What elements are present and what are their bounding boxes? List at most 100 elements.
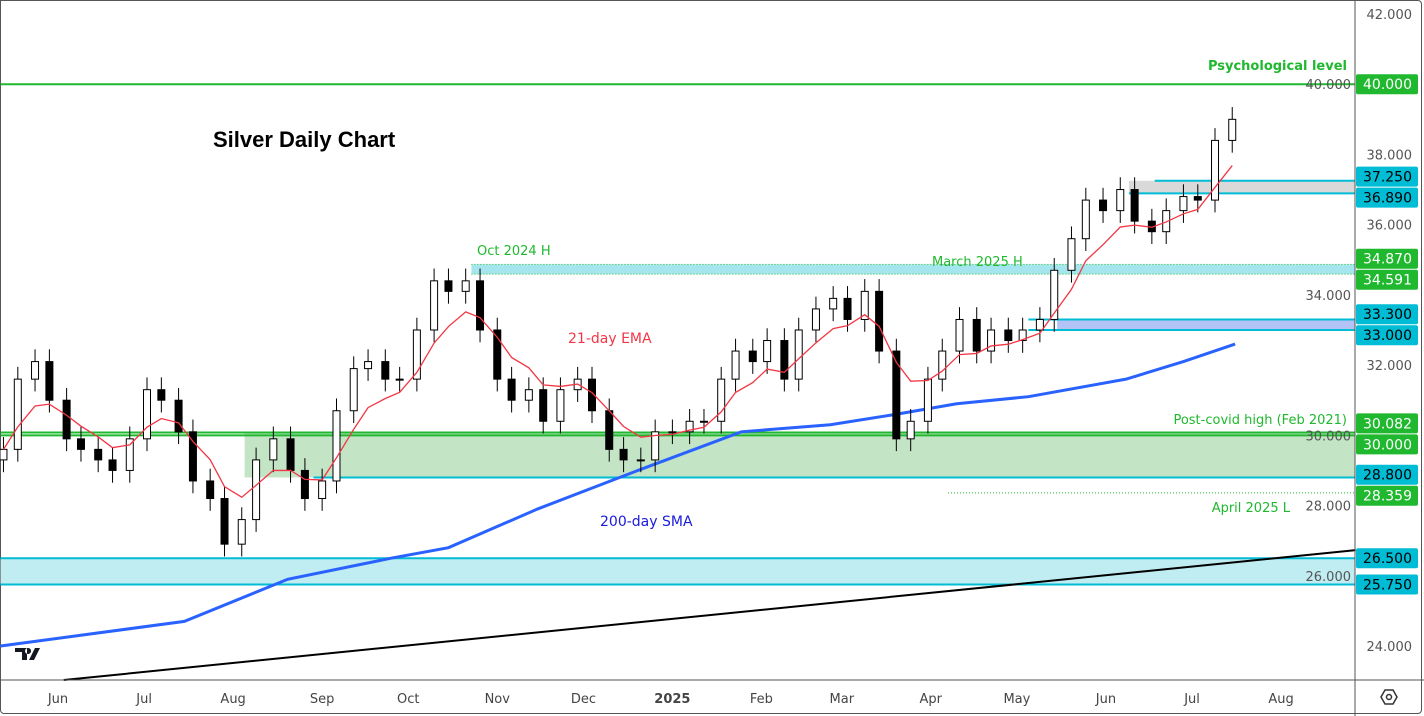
candle-body — [1211, 139, 1220, 201]
candle-body — [188, 431, 197, 482]
candle-body — [332, 410, 341, 482]
candle-body — [31, 361, 40, 380]
price-label-bg — [1356, 464, 1418, 485]
time-tick-label: Sep — [310, 692, 335, 707]
candle-body — [412, 329, 421, 380]
candle-body — [987, 329, 996, 352]
price-label-bg — [1356, 434, 1418, 455]
trendline — [63, 549, 1356, 682]
candle-body — [286, 438, 295, 471]
price-tick-label: 38.000 — [1367, 148, 1413, 163]
candle-body — [1193, 196, 1202, 201]
price-label-bg — [1356, 548, 1418, 569]
candle-body — [699, 420, 708, 423]
candle-body — [45, 361, 54, 401]
price-label-bg — [1356, 485, 1418, 506]
price-label-text: 30.000 — [1363, 437, 1412, 453]
candle-body — [1179, 196, 1188, 212]
candle-body — [13, 378, 22, 450]
time-tick-label: Jul — [135, 692, 152, 707]
candle-body — [605, 410, 614, 450]
level-annotation: March 2025 H — [932, 255, 1023, 270]
candle-body — [157, 389, 166, 401]
level-annotation: Oct 2024 H — [477, 244, 551, 259]
settings-icon[interactable] — [1380, 689, 1398, 705]
price-tick-label: 24.000 — [1367, 640, 1413, 655]
price-label-30.082: 30.082 — [1356, 413, 1418, 434]
price-label-34.591: 34.591 — [1356, 269, 1418, 290]
price-label-26.500: 26.500 — [1356, 548, 1418, 569]
price-label-bg — [1356, 74, 1418, 95]
candle-body — [794, 329, 803, 380]
price-zone — [471, 264, 1355, 275]
chart-title: Silver Daily Chart — [213, 127, 396, 152]
candle-body — [252, 459, 261, 521]
candle-body — [860, 290, 869, 320]
candle-body — [539, 389, 548, 422]
candle-body — [1099, 199, 1108, 212]
candle-body — [461, 280, 470, 292]
tradingview-logo[interactable] — [15, 648, 40, 660]
candle-body — [318, 480, 327, 500]
time-axis[interactable]: Jun Jul Aug Sep Oct Nov Dec 2025 Feb Mar Apr May Jun… — [47, 692, 1294, 707]
price-label-28.800: 28.800 — [1356, 464, 1418, 485]
candle-body — [955, 318, 964, 352]
price-label-text: 33.300 — [1363, 307, 1412, 323]
candle-body — [780, 340, 789, 380]
price-label-33.000: 33.000 — [1356, 325, 1418, 346]
candle-body — [972, 318, 981, 352]
candle-body — [923, 378, 932, 422]
candle-body — [892, 350, 901, 440]
time-tick-label: Jun — [47, 692, 68, 707]
candle-body — [108, 459, 117, 471]
price-zone — [1128, 180, 1355, 194]
price-label-bg — [1356, 248, 1418, 269]
time-tick-label: Jun — [1095, 692, 1116, 707]
price-label-bg — [1356, 269, 1418, 290]
candle-body — [668, 431, 677, 434]
candle-body — [62, 399, 71, 440]
price-label-text: 28.359 — [1363, 489, 1412, 505]
candle-body — [1018, 329, 1027, 342]
price-tick-label: 36.000 — [1367, 219, 1413, 234]
candle-body — [94, 448, 103, 461]
candle-body — [1067, 238, 1076, 271]
candle-body — [731, 350, 740, 380]
candle-body — [763, 340, 772, 363]
price-label-text: 37.250 — [1363, 170, 1412, 186]
price-label-text: 30.082 — [1363, 416, 1412, 432]
candle-body — [811, 308, 820, 331]
price-label-bg — [1356, 413, 1418, 434]
price-label-28.359: 28.359 — [1356, 485, 1418, 506]
price-label-text: 40.000 — [1363, 77, 1412, 93]
candle-body — [619, 448, 628, 461]
time-tick-label: Jul — [1183, 692, 1200, 707]
price-label-34.870: 34.870 — [1356, 248, 1418, 269]
candle-body — [651, 431, 660, 461]
candle-body — [1130, 189, 1139, 222]
price-label-bg — [1356, 574, 1418, 595]
time-tick-label: May — [1003, 692, 1030, 707]
candle-body — [843, 297, 852, 320]
price-label-bg — [1356, 304, 1418, 325]
candle-body — [125, 438, 134, 471]
candle-body — [395, 378, 404, 381]
price-axis[interactable]: 24.000 26.000 28.000 30.000 32.000 34.000 36.0… — [1306, 8, 1413, 655]
price-label-text: 33.000 — [1363, 328, 1412, 344]
candle-body — [444, 280, 453, 292]
price-tick-label: 30.000 — [1306, 429, 1352, 444]
price-label-33.300: 33.300 — [1356, 304, 1418, 325]
price-label-37.250: 37.250 — [1356, 166, 1418, 187]
level-annotation: Post-covid high (Feb 2021) — [1173, 413, 1347, 428]
candle-body — [1081, 199, 1090, 240]
price-tick-label: 42.000 — [1367, 8, 1413, 23]
price-zone — [244, 432, 1356, 478]
time-tick-label: Mar — [830, 692, 855, 707]
price-label-text: 28.800 — [1363, 468, 1412, 484]
candle-body — [237, 519, 246, 545]
candle-body — [875, 290, 884, 352]
price-tick-label: 28.000 — [1306, 500, 1352, 515]
price-label-36.890: 36.890 — [1356, 187, 1418, 208]
